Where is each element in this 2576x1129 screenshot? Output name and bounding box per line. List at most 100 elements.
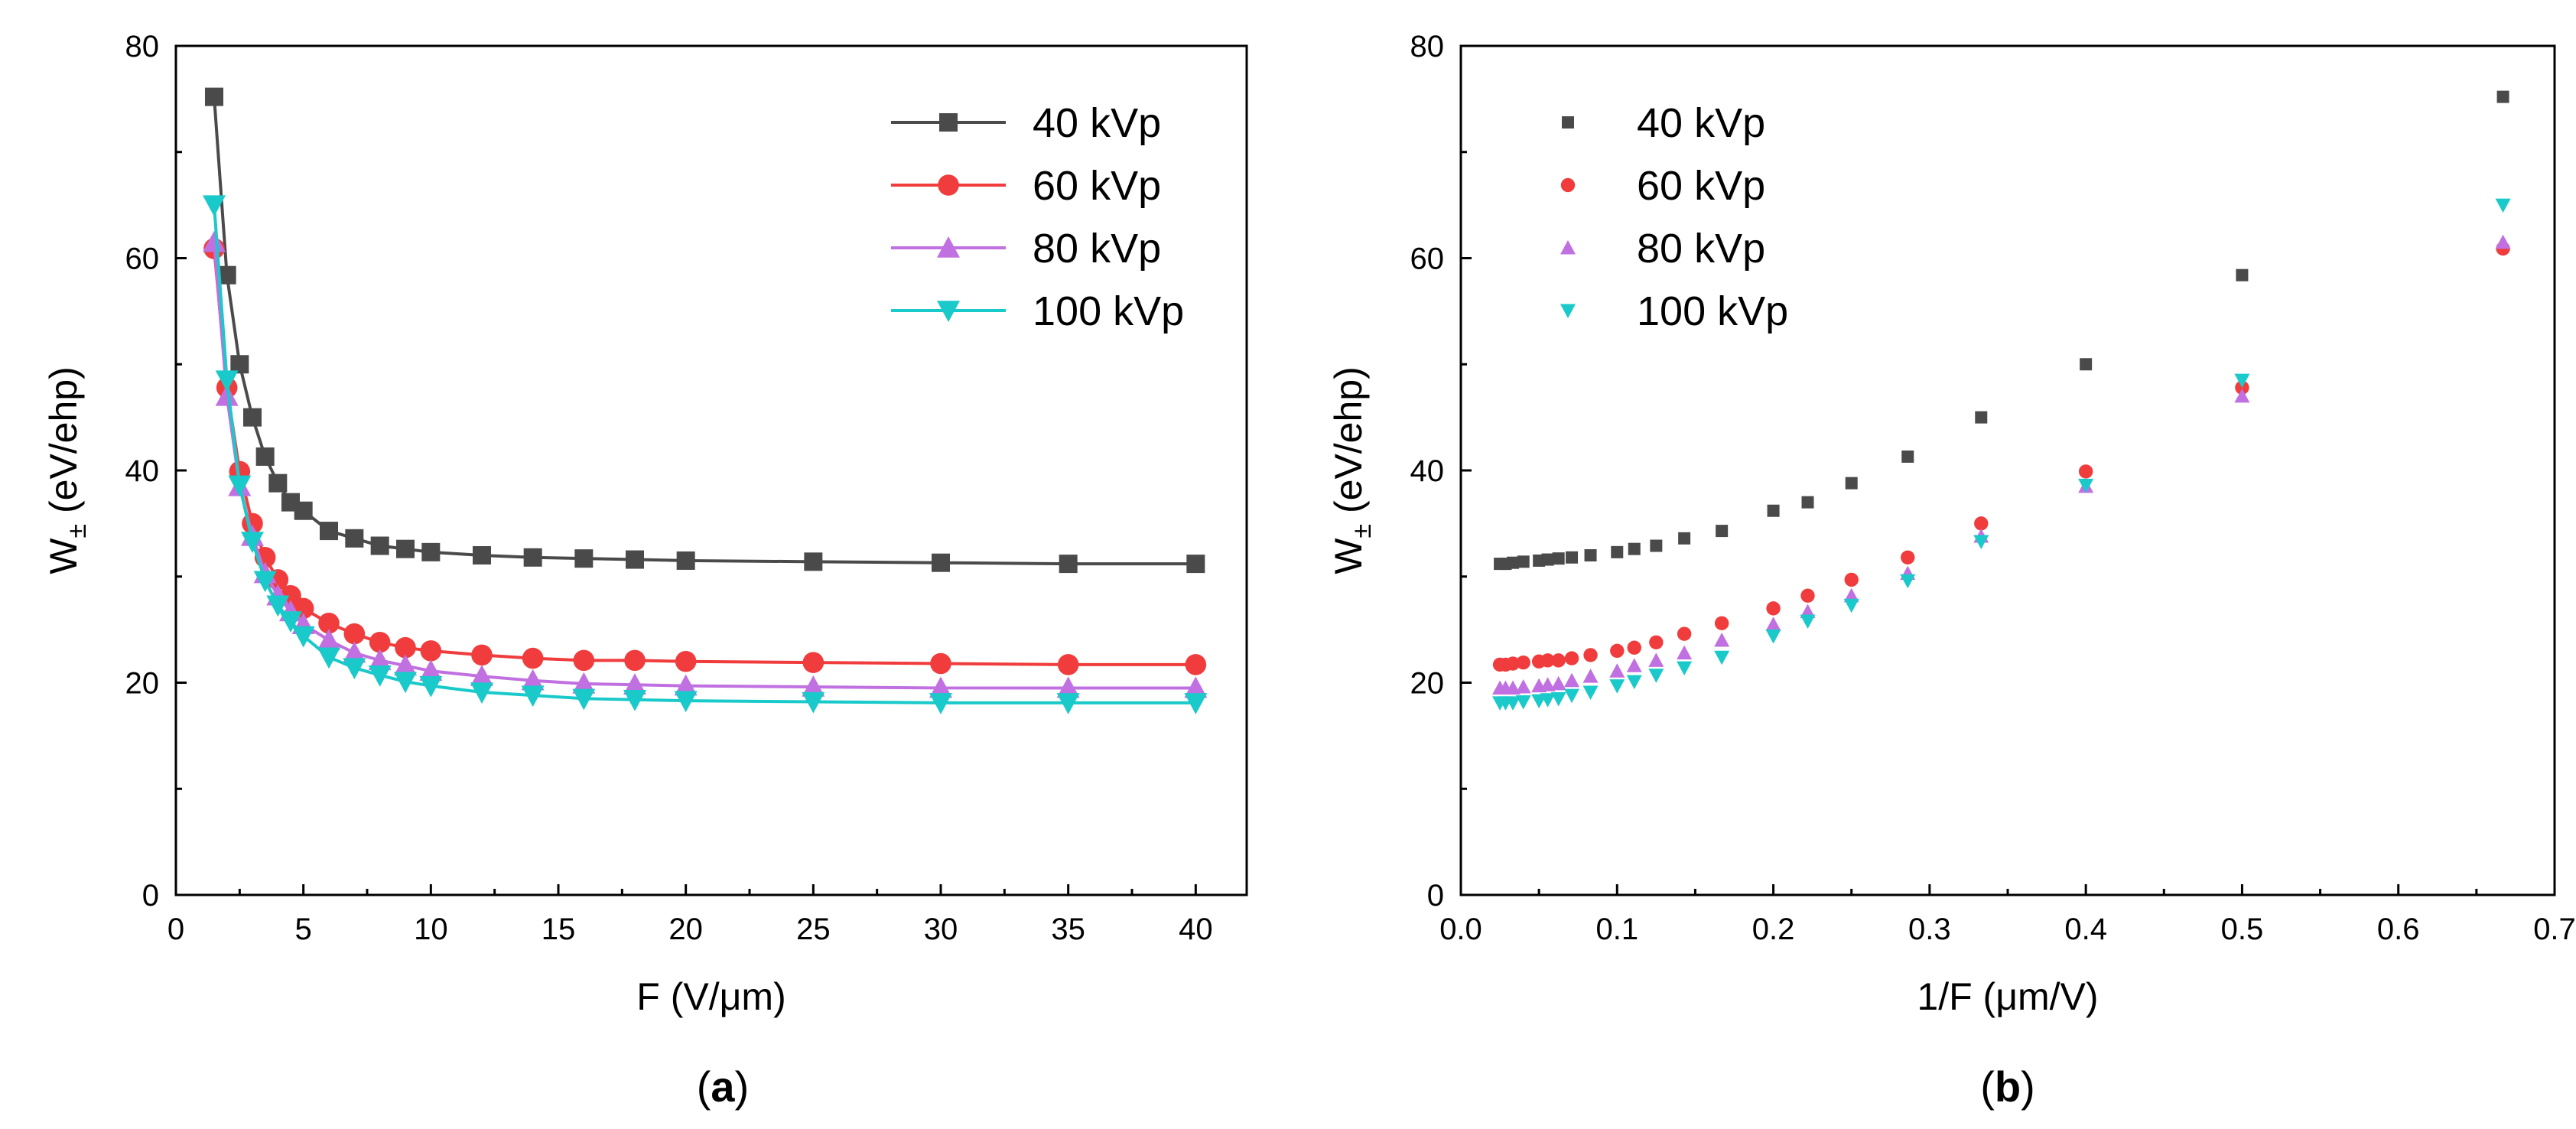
data-point — [2234, 373, 2250, 389]
y-axis-subscript: ± — [63, 524, 92, 538]
data-point — [253, 571, 277, 593]
data-point — [1492, 696, 1508, 711]
data-point — [522, 647, 544, 669]
x-tick-label: 40 — [1179, 913, 1213, 946]
data-point — [1610, 643, 1625, 659]
data-point — [1609, 679, 1625, 694]
data-point — [804, 552, 823, 571]
plot-frame — [1459, 44, 2556, 896]
legend-entry-40-kvp: 40 kVp — [891, 100, 1161, 146]
caption-a-letter: a — [711, 1062, 735, 1111]
legend-label: 100 kVp — [1637, 288, 1788, 334]
data-point — [1716, 525, 1729, 538]
data-point — [1564, 651, 1579, 665]
data-point — [343, 658, 366, 680]
data-point — [1974, 516, 1989, 531]
y-tick-label: 80 — [125, 30, 160, 63]
legend-marker — [939, 113, 958, 132]
legend-marker — [1560, 240, 1576, 255]
y-axis-title: W± (eV/ehp) — [42, 366, 92, 574]
data-point — [1900, 574, 1916, 589]
legend-marker — [937, 236, 960, 258]
data-point — [1494, 558, 1507, 571]
data-point — [929, 676, 952, 698]
data-point — [394, 672, 417, 694]
legend-label: 80 kVp — [1033, 226, 1161, 272]
legend-entry-100-kvp: 100 kVp — [1560, 288, 1788, 334]
panel-a-chart: 0 5 10 15 20 25 30 35 40 0 20 40 60 80 F (V/μm) W± (eV/… — [42, 30, 1248, 1018]
data-point — [574, 549, 594, 568]
x-tick-label: 0.7 — [2533, 913, 2576, 946]
data-point — [1975, 411, 1988, 424]
data-point — [419, 659, 443, 681]
legend-label: 80 kVp — [1637, 226, 1765, 272]
series-80-kvp — [1492, 234, 2511, 695]
data-point — [368, 649, 392, 671]
legend-entry-80-kvp: 80 kVp — [891, 226, 1161, 272]
x-tick-label: 5 — [295, 913, 312, 946]
data-point — [572, 672, 596, 694]
data-point — [420, 640, 442, 662]
data-point — [521, 669, 545, 691]
data-point — [318, 613, 340, 634]
data-point — [230, 355, 249, 374]
y-axis-title: W± (eV/ehp) — [1327, 366, 1377, 574]
data-point — [1531, 694, 1547, 709]
caption-b-letter: b — [1995, 1062, 2021, 1111]
data-point — [930, 652, 951, 675]
data-point — [1582, 685, 1599, 700]
data-point — [572, 688, 596, 711]
data-point — [294, 501, 313, 520]
legend-label: 100 kVp — [1033, 288, 1184, 334]
data-point — [802, 691, 825, 714]
data-point — [419, 675, 443, 698]
x-tick-label: 10 — [414, 913, 448, 946]
series-100-kvp — [1492, 198, 2511, 711]
y-tick-label: 60 — [125, 242, 160, 276]
data-point — [241, 532, 264, 553]
data-point — [802, 652, 825, 673]
data-point — [1611, 545, 1624, 558]
data-point — [1627, 640, 1641, 655]
x-tick-label: 0.4 — [2064, 913, 2107, 946]
data-point — [243, 408, 262, 427]
data-point — [2078, 464, 2093, 479]
data-point — [1626, 658, 1642, 672]
series-100-kvp — [203, 195, 1208, 714]
data-point — [215, 370, 239, 392]
x-tick-label: 0.0 — [1439, 913, 1482, 946]
x-tick-label: 15 — [542, 913, 576, 946]
data-point — [573, 649, 595, 672]
data-point — [203, 230, 226, 252]
y-tick-label: 20 — [1410, 667, 1445, 701]
legend-marker — [1560, 304, 1576, 318]
y-tick-label: 80 — [1410, 30, 1445, 63]
data-point — [1844, 572, 1859, 587]
legend-entry-100-kvp: 100 kVp — [891, 288, 1184, 334]
data-point — [1517, 555, 1530, 568]
x-tick-label: 0.1 — [1595, 913, 1638, 946]
y-tick-label: 0 — [1427, 879, 1444, 913]
data-point — [320, 522, 338, 541]
data-point — [343, 623, 366, 645]
data-point — [368, 665, 392, 687]
data-point — [317, 647, 340, 669]
data-point — [205, 87, 223, 106]
x-tick-label: 0.3 — [1908, 913, 1951, 946]
y-tick-label: 40 — [125, 454, 160, 488]
legend-entry-40-kvp: 40 kVp — [1562, 100, 1765, 146]
data-point — [1678, 532, 1691, 545]
data-point — [1583, 648, 1598, 662]
series-line — [213, 242, 1196, 690]
data-point — [1767, 504, 1780, 517]
data-point — [1766, 601, 1781, 616]
data-point — [1186, 555, 1205, 574]
data-point — [2080, 358, 2093, 371]
panel-b-chart: 0.0 0.1 0.2 0.3 0.4 0.5 0.6 0.7 0 20 40 60 80 1/F (μm… — [1327, 30, 2576, 1018]
data-point — [676, 551, 695, 570]
data-point — [1184, 693, 1208, 714]
legend-label: 60 kVp — [1033, 163, 1161, 209]
data-point — [1550, 691, 1566, 707]
data-point — [421, 542, 441, 561]
series-line — [213, 96, 1196, 566]
